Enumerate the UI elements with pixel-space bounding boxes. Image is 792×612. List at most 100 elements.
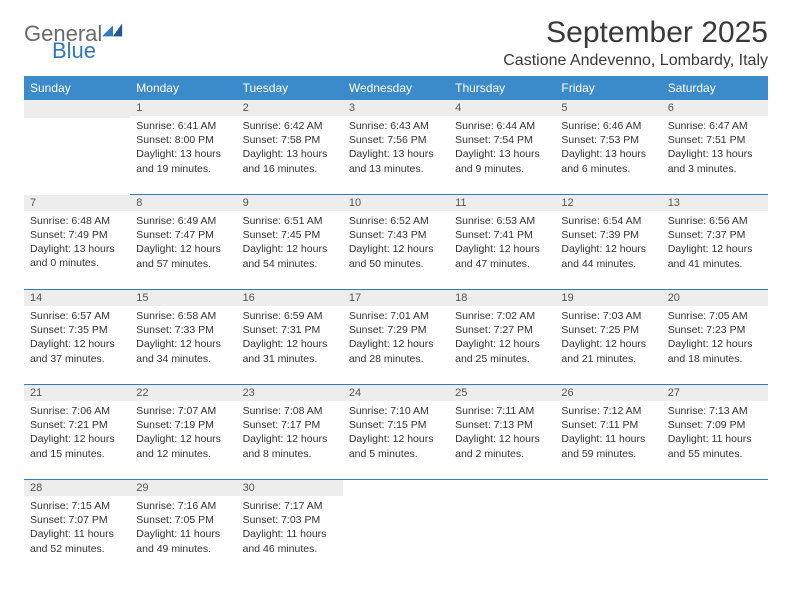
dow-header: Monday	[130, 76, 236, 100]
calendar-cell: 22Sunrise: 7:07 AMSunset: 7:19 PMDayligh…	[130, 385, 236, 480]
day-number: 22	[130, 385, 236, 401]
sunset-text: Sunset: 7:07 PM	[30, 513, 124, 527]
calendar-cell: 13Sunrise: 6:56 AMSunset: 7:37 PMDayligh…	[662, 195, 768, 290]
day-number: 8	[130, 195, 236, 211]
sunset-text: Sunset: 7:53 PM	[561, 133, 655, 147]
day-details: Sunrise: 7:07 AMSunset: 7:19 PMDaylight:…	[130, 401, 236, 479]
sunrise-text: Sunrise: 7:15 AM	[30, 499, 124, 513]
day-details: Sunrise: 7:15 AMSunset: 7:07 PMDaylight:…	[24, 496, 130, 574]
sunrise-text: Sunrise: 7:08 AM	[243, 404, 337, 418]
sunset-text: Sunset: 7:13 PM	[455, 418, 549, 432]
dow-header: Saturday	[662, 76, 768, 100]
daylight-text: Daylight: 13 hours and 6 minutes.	[561, 147, 655, 175]
calendar-cell: 11Sunrise: 6:53 AMSunset: 7:41 PMDayligh…	[449, 195, 555, 290]
sunrise-text: Sunrise: 6:59 AM	[243, 309, 337, 323]
day-details: Sunrise: 6:44 AMSunset: 7:54 PMDaylight:…	[449, 116, 555, 194]
calendar-cell: 17Sunrise: 7:01 AMSunset: 7:29 PMDayligh…	[343, 290, 449, 385]
sunrise-text: Sunrise: 7:17 AM	[243, 499, 337, 513]
daylight-text: Daylight: 13 hours and 19 minutes.	[136, 147, 230, 175]
day-number: 27	[662, 385, 768, 401]
daylight-text: Daylight: 12 hours and 41 minutes.	[668, 242, 762, 270]
sunrise-text: Sunrise: 7:07 AM	[136, 404, 230, 418]
day-details: Sunrise: 6:49 AMSunset: 7:47 PMDaylight:…	[130, 211, 236, 289]
calendar-cell: 3Sunrise: 6:43 AMSunset: 7:56 PMDaylight…	[343, 100, 449, 195]
day-details: Sunrise: 7:05 AMSunset: 7:23 PMDaylight:…	[662, 306, 768, 384]
sunset-text: Sunset: 7:27 PM	[455, 323, 549, 337]
sunrise-text: Sunrise: 6:42 AM	[243, 119, 337, 133]
sunrise-text: Sunrise: 6:41 AM	[136, 119, 230, 133]
day-details: Sunrise: 7:13 AMSunset: 7:09 PMDaylight:…	[662, 401, 768, 479]
dow-header: Friday	[555, 76, 661, 100]
daylight-text: Daylight: 12 hours and 15 minutes.	[30, 432, 124, 460]
day-details: Sunrise: 6:59 AMSunset: 7:31 PMDaylight:…	[237, 306, 343, 384]
day-number: 1	[130, 100, 236, 116]
sunset-text: Sunset: 7:09 PM	[668, 418, 762, 432]
sunrise-text: Sunrise: 7:06 AM	[30, 404, 124, 418]
daylight-text: Daylight: 12 hours and 18 minutes.	[668, 337, 762, 365]
calendar-week-row: 7Sunrise: 6:48 AMSunset: 7:49 PMDaylight…	[24, 195, 768, 290]
daylight-text: Daylight: 12 hours and 34 minutes.	[136, 337, 230, 365]
daylight-text: Daylight: 11 hours and 52 minutes.	[30, 527, 124, 555]
day-details: Sunrise: 6:53 AMSunset: 7:41 PMDaylight:…	[449, 211, 555, 289]
sunrise-text: Sunrise: 6:46 AM	[561, 119, 655, 133]
sunset-text: Sunset: 7:37 PM	[668, 228, 762, 242]
sunset-text: Sunset: 7:49 PM	[30, 228, 124, 242]
sunset-text: Sunset: 7:05 PM	[136, 513, 230, 527]
calendar-cell	[343, 480, 449, 575]
sunrise-text: Sunrise: 6:43 AM	[349, 119, 443, 133]
calendar-cell: 25Sunrise: 7:11 AMSunset: 7:13 PMDayligh…	[449, 385, 555, 480]
sunrise-text: Sunrise: 6:52 AM	[349, 214, 443, 228]
sunrise-text: Sunrise: 7:12 AM	[561, 404, 655, 418]
daylight-text: Daylight: 11 hours and 49 minutes.	[136, 527, 230, 555]
sunrise-text: Sunrise: 6:57 AM	[30, 309, 124, 323]
sunset-text: Sunset: 7:15 PM	[349, 418, 443, 432]
sunrise-text: Sunrise: 7:01 AM	[349, 309, 443, 323]
day-number: 5	[555, 100, 661, 116]
daylight-text: Daylight: 12 hours and 21 minutes.	[561, 337, 655, 365]
day-number: 20	[662, 290, 768, 306]
sunset-text: Sunset: 7:23 PM	[668, 323, 762, 337]
sunset-text: Sunset: 7:56 PM	[349, 133, 443, 147]
daylight-text: Daylight: 11 hours and 55 minutes.	[668, 432, 762, 460]
day-details: Sunrise: 6:43 AMSunset: 7:56 PMDaylight:…	[343, 116, 449, 194]
day-details: Sunrise: 7:02 AMSunset: 7:27 PMDaylight:…	[449, 306, 555, 384]
calendar-cell: 7Sunrise: 6:48 AMSunset: 7:49 PMDaylight…	[24, 195, 130, 290]
empty-day	[24, 100, 130, 118]
calendar-cell: 19Sunrise: 7:03 AMSunset: 7:25 PMDayligh…	[555, 290, 661, 385]
day-details: Sunrise: 7:12 AMSunset: 7:11 PMDaylight:…	[555, 401, 661, 479]
day-number: 29	[130, 480, 236, 496]
sunrise-text: Sunrise: 6:54 AM	[561, 214, 655, 228]
daylight-text: Daylight: 12 hours and 5 minutes.	[349, 432, 443, 460]
daylight-text: Daylight: 13 hours and 3 minutes.	[668, 147, 762, 175]
sunrise-text: Sunrise: 6:44 AM	[455, 119, 549, 133]
day-number: 14	[24, 290, 130, 306]
day-number: 26	[555, 385, 661, 401]
day-number: 16	[237, 290, 343, 306]
calendar-cell: 29Sunrise: 7:16 AMSunset: 7:05 PMDayligh…	[130, 480, 236, 575]
calendar-cell: 9Sunrise: 6:51 AMSunset: 7:45 PMDaylight…	[237, 195, 343, 290]
day-details: Sunrise: 7:11 AMSunset: 7:13 PMDaylight:…	[449, 401, 555, 479]
calendar-cell: 20Sunrise: 7:05 AMSunset: 7:23 PMDayligh…	[662, 290, 768, 385]
calendar-week-row: 21Sunrise: 7:06 AMSunset: 7:21 PMDayligh…	[24, 385, 768, 480]
daylight-text: Daylight: 12 hours and 37 minutes.	[30, 337, 124, 365]
day-details: Sunrise: 7:16 AMSunset: 7:05 PMDaylight:…	[130, 496, 236, 574]
sunset-text: Sunset: 7:03 PM	[243, 513, 337, 527]
day-details: Sunrise: 6:58 AMSunset: 7:33 PMDaylight:…	[130, 306, 236, 384]
dow-header: Tuesday	[237, 76, 343, 100]
sunset-text: Sunset: 7:29 PM	[349, 323, 443, 337]
daylight-text: Daylight: 13 hours and 9 minutes.	[455, 147, 549, 175]
calendar-header-row: Sunday Monday Tuesday Wednesday Thursday…	[24, 76, 768, 100]
day-details: Sunrise: 6:47 AMSunset: 7:51 PMDaylight:…	[662, 116, 768, 194]
sunrise-text: Sunrise: 7:16 AM	[136, 499, 230, 513]
day-details: Sunrise: 7:06 AMSunset: 7:21 PMDaylight:…	[24, 401, 130, 479]
day-number: 15	[130, 290, 236, 306]
daylight-text: Daylight: 12 hours and 50 minutes.	[349, 242, 443, 270]
sunrise-text: Sunrise: 7:03 AM	[561, 309, 655, 323]
day-number: 2	[237, 100, 343, 116]
calendar-cell: 18Sunrise: 7:02 AMSunset: 7:27 PMDayligh…	[449, 290, 555, 385]
day-number: 7	[24, 195, 130, 211]
daylight-text: Daylight: 11 hours and 59 minutes.	[561, 432, 655, 460]
day-details: Sunrise: 7:10 AMSunset: 7:15 PMDaylight:…	[343, 401, 449, 479]
calendar-week-row: 14Sunrise: 6:57 AMSunset: 7:35 PMDayligh…	[24, 290, 768, 385]
sunrise-text: Sunrise: 6:53 AM	[455, 214, 549, 228]
